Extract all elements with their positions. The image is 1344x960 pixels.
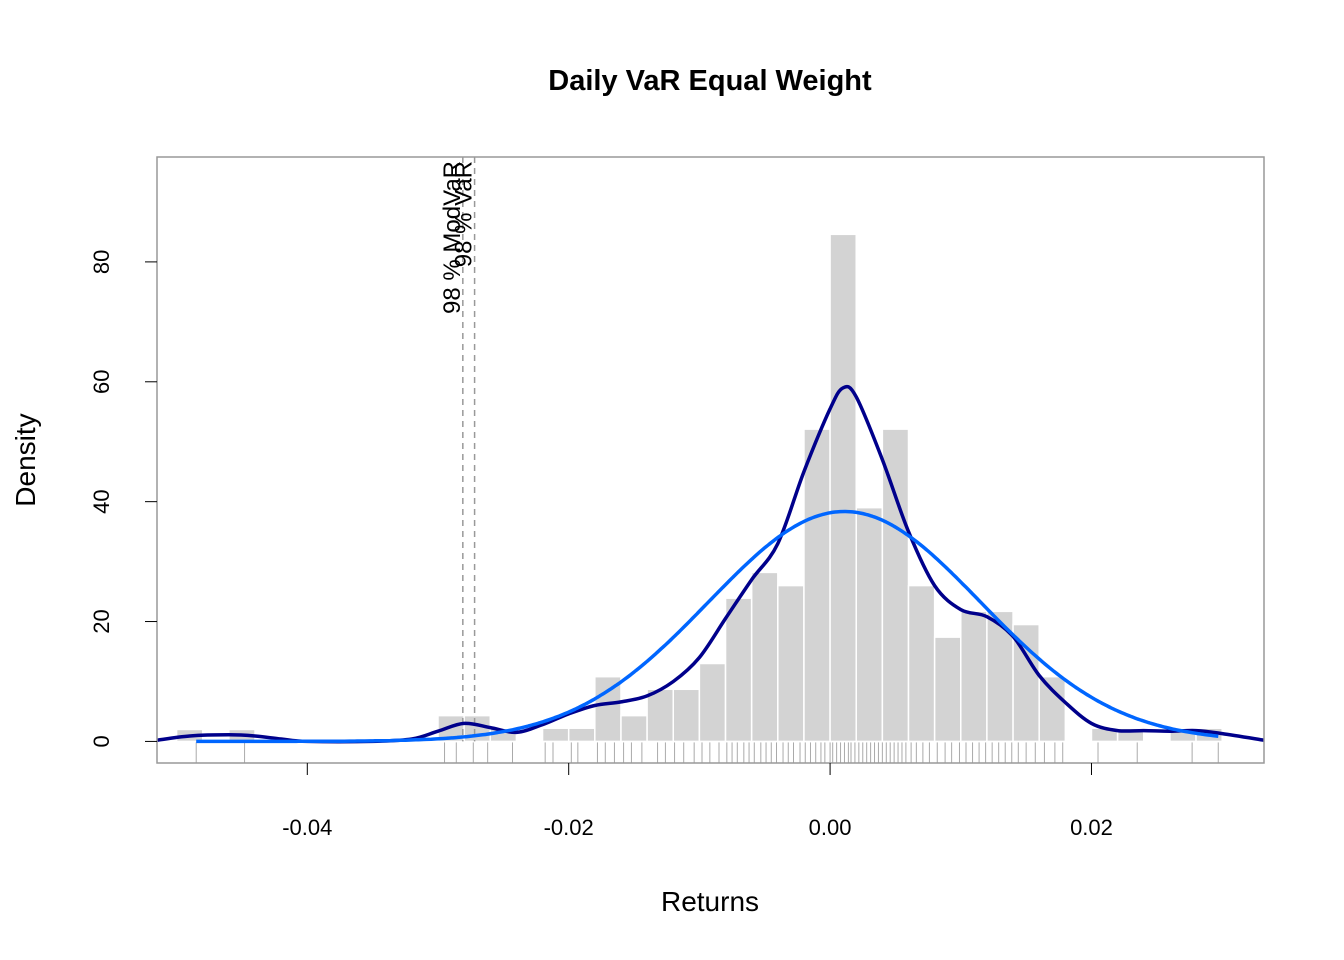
x-axis: -0.04 -0.02 0.00 0.02 [282,763,1113,840]
x-tick-label-0: -0.04 [282,815,332,840]
x-tick-label-3: 0.02 [1070,815,1113,840]
y-tick-label-3: 60 [89,370,114,394]
y-tick-label-4: 80 [89,250,114,274]
var-line-label-1: 98 % VaR [451,161,478,267]
histogram-bar-24 [1038,675,1067,743]
chart-title: Daily VaR Equal Weight [548,65,872,97]
histogram-bars [175,233,1223,743]
x-tick-label-2: 0.00 [809,815,852,840]
y-axis-label: Density [10,413,41,506]
histogram-bar-20 [933,636,962,743]
x-tick-label-1: -0.02 [544,815,594,840]
histogram-bar-19 [907,584,936,743]
y-tick-label-2: 40 [89,489,114,513]
histogram-bar-18 [881,428,910,743]
y-axis: 0 20 40 60 80 [89,250,157,748]
rug-marks [195,742,1219,764]
var-line-label-0: 98 % ModVaR [439,161,466,314]
plot-frame [156,156,1265,764]
histogram-bar-6 [567,727,596,743]
histogram-bar-7 [594,675,622,743]
histogram-bar-12 [724,597,753,743]
normal-density-curve [196,509,1219,744]
density-curves [156,384,1265,744]
histogram-bar-10 [672,688,701,743]
histogram-bar-17 [855,506,884,743]
histogram-bar-8 [620,714,648,743]
histogram-bar-14 [777,584,805,743]
y-tick-label-0: 0 [89,735,114,747]
histogram-bar-15 [803,428,831,743]
histogram-bar-21 [960,610,988,743]
histogram-bar-16 [829,233,857,743]
histogram-bar-5 [541,727,570,743]
histogram-bar-9 [646,688,675,743]
x-axis-label: Returns [661,886,759,917]
y-tick-label-1: 20 [89,609,114,633]
histogram-bar-11 [698,662,727,743]
histogram-bar-13 [750,571,779,743]
